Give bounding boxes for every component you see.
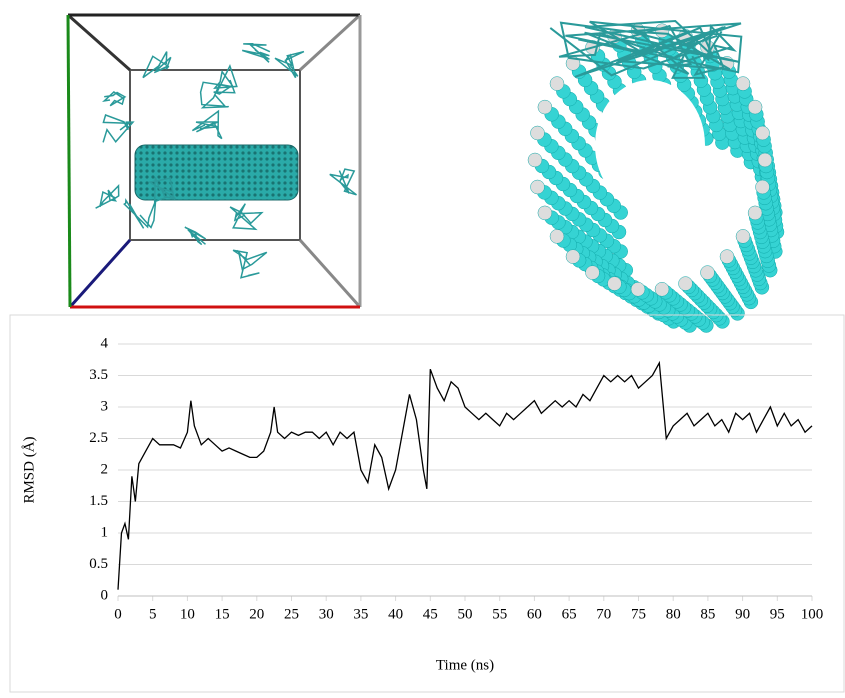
- molecule: [103, 115, 133, 142]
- atom: [748, 100, 762, 114]
- y-tick-label: 0: [101, 587, 109, 603]
- y-tick-label: 2.5: [89, 430, 108, 446]
- atom: [720, 250, 734, 264]
- molecule: [143, 52, 171, 78]
- atom: [736, 229, 750, 243]
- x-tick-label: 20: [249, 606, 264, 622]
- x-tick-label: 60: [527, 606, 542, 622]
- x-tick-label: 75: [631, 606, 646, 622]
- figure: Time (ns) RMSD (Å) 00.511.522.533.540510…: [0, 0, 845, 693]
- x-tick-label: 85: [700, 606, 715, 622]
- atom: [538, 100, 552, 114]
- atom: [701, 266, 715, 280]
- nanotube-side: [135, 145, 298, 200]
- molecule: [185, 227, 206, 244]
- atom: [550, 77, 564, 91]
- x-tick-label: 40: [388, 606, 403, 622]
- x-tick-label: 30: [319, 606, 334, 622]
- y-tick-label: 3: [101, 398, 109, 414]
- y-tick-label: 1.5: [89, 493, 108, 509]
- x-tick-label: 80: [666, 606, 681, 622]
- x-tick-label: 100: [801, 606, 824, 622]
- chart-frame: [10, 315, 844, 692]
- atom: [756, 126, 770, 140]
- x-tick-label: 10: [180, 606, 195, 622]
- x-tick-label: 95: [770, 606, 785, 622]
- x-axis-label: Time (ns): [436, 657, 494, 673]
- molecule: [96, 186, 119, 208]
- atom: [531, 126, 545, 140]
- molecule: [230, 204, 262, 230]
- molecule: [192, 111, 221, 139]
- atom: [538, 206, 552, 220]
- atom: [531, 180, 545, 194]
- x-tick-label: 0: [114, 606, 122, 622]
- x-tick-label: 45: [423, 606, 438, 622]
- x-tick-label: 90: [735, 606, 750, 622]
- atom: [748, 206, 762, 220]
- molecule: [233, 250, 267, 278]
- atom: [586, 266, 600, 280]
- molecule: [330, 169, 357, 195]
- atom: [756, 180, 770, 194]
- x-tick-label: 25: [284, 606, 299, 622]
- y-tick-label: 1: [101, 524, 109, 540]
- x-tick-label: 65: [562, 606, 577, 622]
- tube-opening: [595, 80, 705, 210]
- x-tick-label: 15: [215, 606, 230, 622]
- y-axis-label: RMSD (Å): [21, 436, 37, 503]
- molecule: [124, 200, 155, 228]
- x-tick-label: 70: [596, 606, 611, 622]
- atom: [736, 77, 750, 91]
- molecule: [242, 44, 270, 63]
- atom: [566, 250, 580, 264]
- x-tick-label: 35: [353, 606, 368, 622]
- atom: [608, 277, 622, 291]
- atom: [758, 153, 772, 167]
- rmsd-line: [118, 363, 812, 590]
- molecular-images: [68, 15, 784, 333]
- y-tick-label: 0.5: [89, 556, 108, 572]
- atom: [550, 229, 564, 243]
- atom: [528, 153, 542, 167]
- molecule: [104, 92, 125, 106]
- y-tick-label: 4: [101, 335, 109, 351]
- atom: [631, 282, 645, 296]
- x-tick-label: 50: [458, 606, 473, 622]
- x-tick-label: 55: [492, 606, 507, 622]
- y-tick-label: 3.5: [89, 367, 108, 383]
- y-tick-label: 2: [101, 461, 109, 477]
- nanotube-end-view: [528, 21, 784, 333]
- x-tick-label: 5: [149, 606, 157, 622]
- atom: [655, 282, 669, 296]
- atom: [679, 277, 693, 291]
